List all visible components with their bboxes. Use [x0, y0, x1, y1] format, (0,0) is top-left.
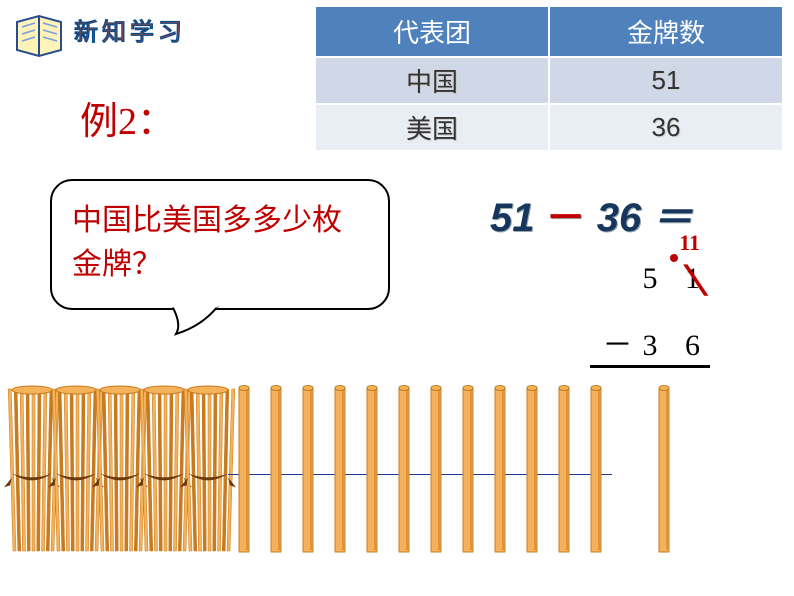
eq-minus: － — [546, 196, 586, 240]
stick-bundle — [10, 385, 54, 560]
column-subtraction: 11 ╲ 5 1 －3 6 — [590, 230, 710, 368]
single-stick — [658, 385, 670, 560]
single-stick — [462, 385, 474, 560]
table-header-row: 代表团 金牌数 — [315, 6, 783, 57]
subtrahend: 3 6 — [643, 329, 711, 362]
medal-table: 代表团 金牌数 中国 51 美国 36 — [314, 5, 784, 152]
subtrahend-row: －3 6 — [590, 329, 710, 364]
lesson-title-text: 新知学习 — [74, 12, 186, 47]
single-stick — [494, 385, 506, 560]
question-text: 中国比美国多多少枚金牌？ — [72, 199, 368, 286]
stick-bundle — [98, 385, 142, 560]
single-stick — [398, 385, 410, 560]
eq-left: 51 — [490, 196, 535, 240]
table-row: 美国 36 — [315, 104, 783, 151]
single-stick — [302, 385, 314, 560]
single-stick — [334, 385, 346, 560]
single-stick — [558, 385, 570, 560]
stick-bundle — [54, 385, 98, 560]
subtraction-line — [590, 365, 710, 368]
cell-gold: 36 — [549, 104, 783, 151]
table-row: 中国 51 — [315, 57, 783, 104]
stick-bundle — [186, 385, 230, 560]
counting-sticks-area — [8, 370, 768, 570]
borrow-value: 11 — [679, 230, 700, 255]
single-stick — [526, 385, 538, 560]
minus-sign: － — [603, 329, 643, 362]
scatter-line — [228, 474, 612, 476]
col-header-team: 代表团 — [315, 6, 549, 57]
stick-bundle — [142, 385, 186, 560]
book-icon — [10, 10, 70, 60]
cell-gold: 51 — [549, 57, 783, 104]
example-label: 例2： — [80, 90, 175, 145]
question-bubble: 中国比美国多多少枚金牌？ — [50, 179, 390, 310]
single-stick — [238, 385, 250, 560]
lesson-title: 新知学习 — [74, 12, 186, 47]
single-stick — [590, 385, 602, 560]
cell-team: 中国 — [315, 57, 549, 104]
col-header-gold: 金牌数 — [549, 6, 783, 57]
borrow-dot-icon — [670, 254, 678, 262]
single-stick — [270, 385, 282, 560]
bubble-tail-icon — [172, 304, 222, 336]
strike-icon: ╲ — [686, 266, 706, 296]
single-stick — [430, 385, 442, 560]
cell-team: 美国 — [315, 104, 549, 151]
single-stick — [366, 385, 378, 560]
